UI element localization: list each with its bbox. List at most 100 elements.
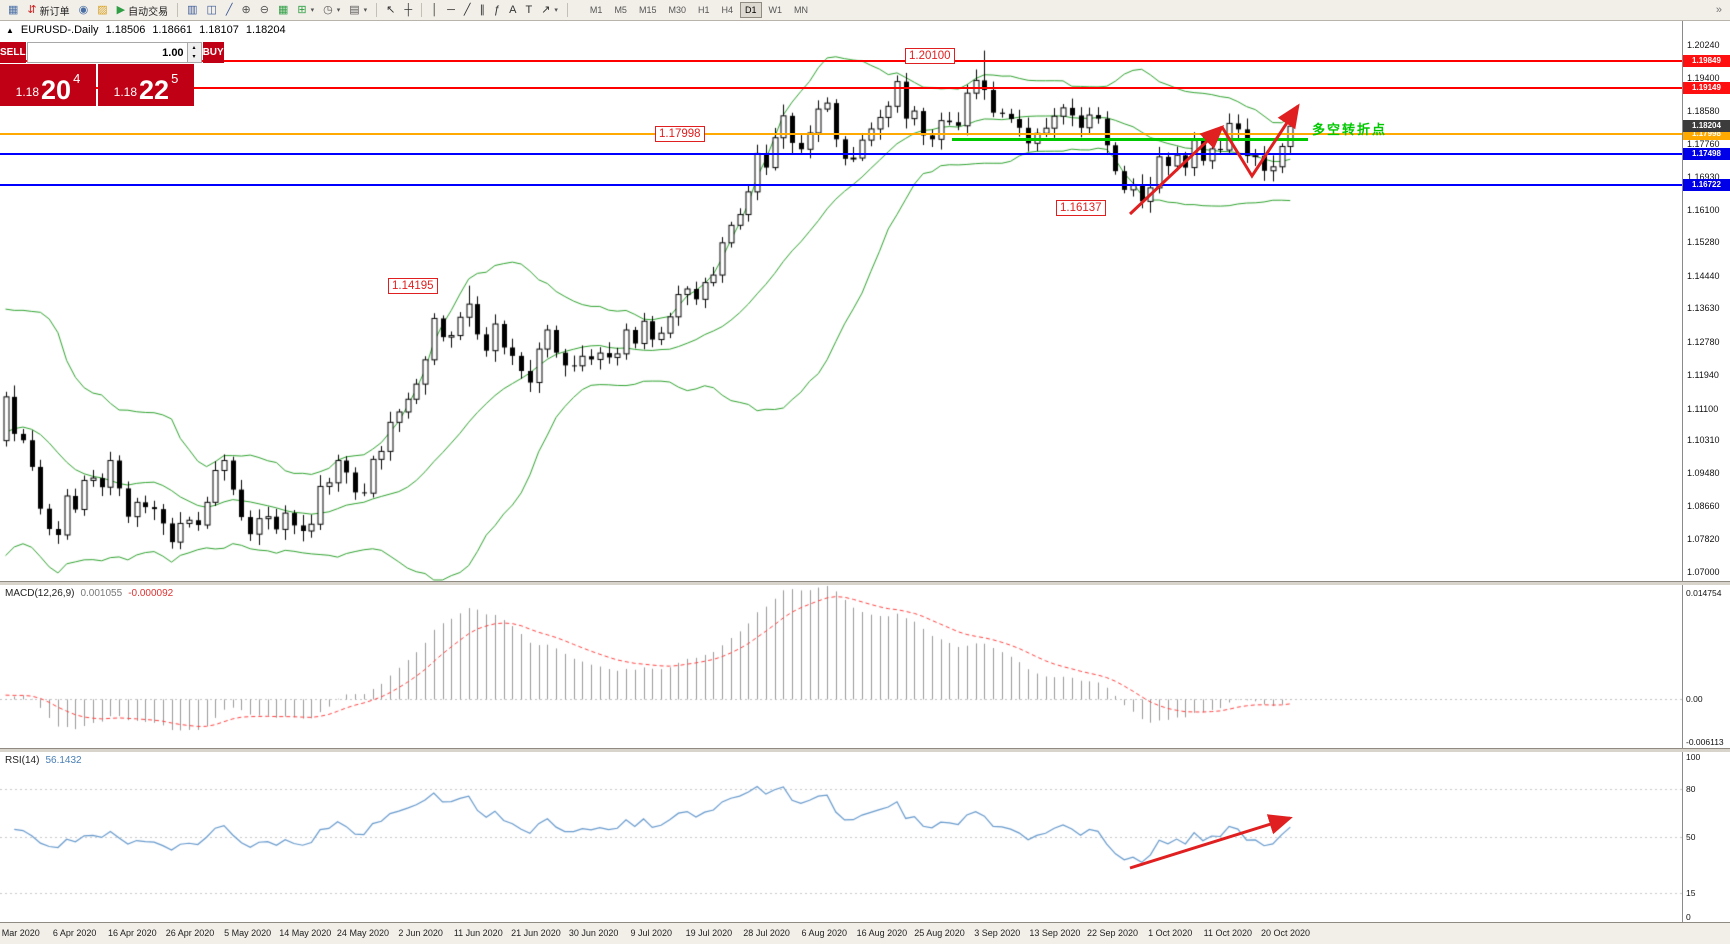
support-line-lower[interactable] bbox=[0, 184, 1682, 187]
timeframe-MN[interactable]: MN bbox=[789, 2, 813, 18]
sell-price-display: 1.18 20 4 bbox=[0, 64, 96, 106]
time-tick: 5 May 2020 bbox=[224, 928, 272, 938]
time-tick: 7 Mar 2020 bbox=[0, 928, 40, 938]
ohlc-low: 1.18107 bbox=[199, 24, 239, 36]
volume-increase-button[interactable]: ▴ bbox=[187, 43, 201, 53]
resistance-line-upper[interactable] bbox=[0, 59, 1682, 62]
timeframe-M15[interactable]: M15 bbox=[634, 2, 662, 18]
scale-marker-1.19849: 1.19849 bbox=[1683, 54, 1730, 67]
price-tick: 1.07820 bbox=[1687, 534, 1720, 545]
time-tick: 22 Sep 2020 bbox=[1087, 928, 1139, 938]
time-tick: 3 Sep 2020 bbox=[974, 928, 1021, 938]
macd-scale-label: 0.014754 bbox=[1686, 588, 1722, 598]
price-tick: 1.20240 bbox=[1687, 39, 1720, 50]
time-tick: 16 Apr 2020 bbox=[108, 928, 157, 938]
templates-dropdown[interactable]: ▤ ▾ bbox=[345, 1, 371, 19]
metaeditor-icon[interactable]: ▨ bbox=[93, 1, 111, 19]
support-line-upper[interactable] bbox=[0, 153, 1682, 156]
macd-scale-label: 0.00 bbox=[1686, 694, 1703, 705]
price-tick: 1.19400 bbox=[1687, 73, 1720, 84]
rsi-scale-label: 0 bbox=[1686, 912, 1691, 922]
panel-separator[interactable] bbox=[0, 581, 1730, 585]
price-label-1.17998[interactable]: 1.17998 bbox=[655, 126, 705, 143]
time-tick: 26 Apr 2020 bbox=[165, 928, 215, 938]
volume-field: ▴ ▾ bbox=[26, 42, 202, 63]
panel-separator[interactable] bbox=[0, 748, 1730, 752]
time-tick: 25 Aug 2020 bbox=[914, 928, 965, 938]
ohlc-open: 1.18506 bbox=[105, 24, 146, 36]
timeframe-M30[interactable]: M30 bbox=[663, 2, 691, 18]
price-tick: 1.09480 bbox=[1687, 468, 1720, 479]
volume-input[interactable] bbox=[27, 43, 187, 62]
indicators-dropdown[interactable]: ⊞ ▾ bbox=[293, 1, 318, 19]
price-tick: 1.10310 bbox=[1687, 435, 1720, 446]
sell-button[interactable]: SELL bbox=[0, 42, 26, 63]
timeframe-toolbar: M1 M5 M15 M30 H1 H4 D1 W1 MN bbox=[585, 2, 813, 18]
time-tick: 6 Aug 2020 bbox=[801, 928, 848, 938]
turning-point-annotation[interactable]: 多空转折点 bbox=[1312, 122, 1388, 137]
timeframe-H1[interactable]: H1 bbox=[693, 2, 715, 18]
timeframe-M1[interactable]: M1 bbox=[585, 2, 608, 18]
volume-decrease-button[interactable]: ▾ bbox=[187, 52, 201, 62]
time-tick: 11 Jun 2020 bbox=[453, 928, 503, 938]
price-scale: 1.20240 1.19400 1.18580 1.17760 1.16930 1.161… bbox=[1682, 0, 1730, 944]
ohlc-high: 1.18661 bbox=[152, 24, 193, 36]
scale-marker-1.16722: 1.16722 bbox=[1683, 179, 1730, 192]
time-tick: 16 Aug 2020 bbox=[856, 928, 908, 938]
time-axis: 7 Mar 2020 6 Apr 2020 16 Apr 2020 26 Apr 20… bbox=[0, 922, 1730, 944]
time-tick: 21 Jun 2020 bbox=[511, 928, 561, 938]
price-tick: 1.16100 bbox=[1687, 204, 1720, 215]
scale-marker-1.19149: 1.19149 bbox=[1683, 82, 1730, 95]
label-icon[interactable]: T bbox=[521, 1, 536, 19]
horizontal-line-icon[interactable]: ─ bbox=[443, 1, 459, 19]
price-tick: 1.16930 bbox=[1687, 171, 1720, 182]
time-tick: 2 Jun 2020 bbox=[398, 928, 443, 938]
trade-panel-toggle-icon[interactable]: ▲ bbox=[6, 25, 14, 35]
price-label-1.16137[interactable]: 1.16137 bbox=[1056, 200, 1106, 217]
timeframe-H4[interactable]: H4 bbox=[717, 2, 739, 18]
candlestick-chart-icon[interactable]: ◫ bbox=[203, 1, 221, 19]
new-order-button[interactable]: ⇵ 新订单 bbox=[23, 1, 73, 19]
buy-button[interactable]: BUY bbox=[202, 42, 224, 63]
line-chart-icon[interactable]: ╱ bbox=[222, 1, 237, 19]
timeframe-D1[interactable]: D1 bbox=[740, 2, 762, 18]
arrows-dropdown[interactable]: ↗ ▾ bbox=[537, 1, 562, 19]
time-tick: 13 Sep 2020 bbox=[1029, 928, 1081, 938]
fibonacci-icon[interactable]: ƒ bbox=[490, 1, 504, 19]
price-label-1.20100[interactable]: 1.20100 bbox=[905, 47, 955, 64]
volume-stepper: ▴ ▾ bbox=[186, 43, 201, 62]
toolbar-overflow-icon[interactable]: » bbox=[1712, 1, 1726, 19]
time-tick: 19 Jul 2020 bbox=[685, 928, 733, 938]
vertical-line-icon[interactable]: │ bbox=[427, 1, 442, 19]
periods-dropdown[interactable]: ◷ ▾ bbox=[319, 1, 344, 19]
toolbar-separator bbox=[177, 3, 179, 17]
price-tick: 1.18580 bbox=[1687, 106, 1720, 117]
scale-marker-1.17498: 1.17498 bbox=[1683, 148, 1730, 161]
trendline-icon[interactable]: ╱ bbox=[460, 1, 475, 19]
crosshair-icon[interactable]: ┼ bbox=[400, 1, 416, 19]
macd-label: MACD(12,26,9) 0.001055 -0.000092 bbox=[5, 588, 174, 599]
zoom-in-icon[interactable]: ⊕ bbox=[238, 1, 255, 19]
time-tick: 28 Jul 2020 bbox=[743, 928, 790, 938]
community-icon[interactable]: ◉ bbox=[75, 1, 93, 19]
chart-symbol-period: EURUSD-.Daily bbox=[20, 24, 99, 36]
time-tick: 6 Apr 2020 bbox=[52, 928, 97, 938]
autotrading-button[interactable]: ▶ 自动交易 bbox=[113, 1, 172, 19]
chart-canvas[interactable] bbox=[0, 0, 1682, 944]
zoom-out-icon[interactable]: ⊖ bbox=[256, 1, 273, 19]
timeframe-M5[interactable]: M5 bbox=[609, 2, 632, 18]
price-label-1.14195[interactable]: 1.14195 bbox=[388, 277, 438, 294]
price-tick: 1.14440 bbox=[1687, 270, 1720, 281]
text-icon[interactable]: A bbox=[505, 1, 520, 19]
tile-windows-icon[interactable]: ▦ bbox=[274, 1, 292, 19]
channel-icon[interactable]: ∥ bbox=[475, 1, 489, 19]
cursor-icon[interactable]: ↖ bbox=[382, 1, 399, 19]
turning-point-line[interactable] bbox=[952, 137, 1308, 141]
timeframe-W1[interactable]: W1 bbox=[764, 2, 788, 18]
pivot-line[interactable] bbox=[0, 133, 1682, 136]
new-chart-icon[interactable]: ▦ bbox=[4, 1, 22, 19]
bar-chart-icon[interactable]: ▥ bbox=[183, 1, 201, 19]
toolbar-separator bbox=[421, 3, 423, 17]
resistance-line-lower[interactable] bbox=[0, 87, 1682, 90]
time-tick: 9 Jul 2020 bbox=[630, 928, 673, 938]
